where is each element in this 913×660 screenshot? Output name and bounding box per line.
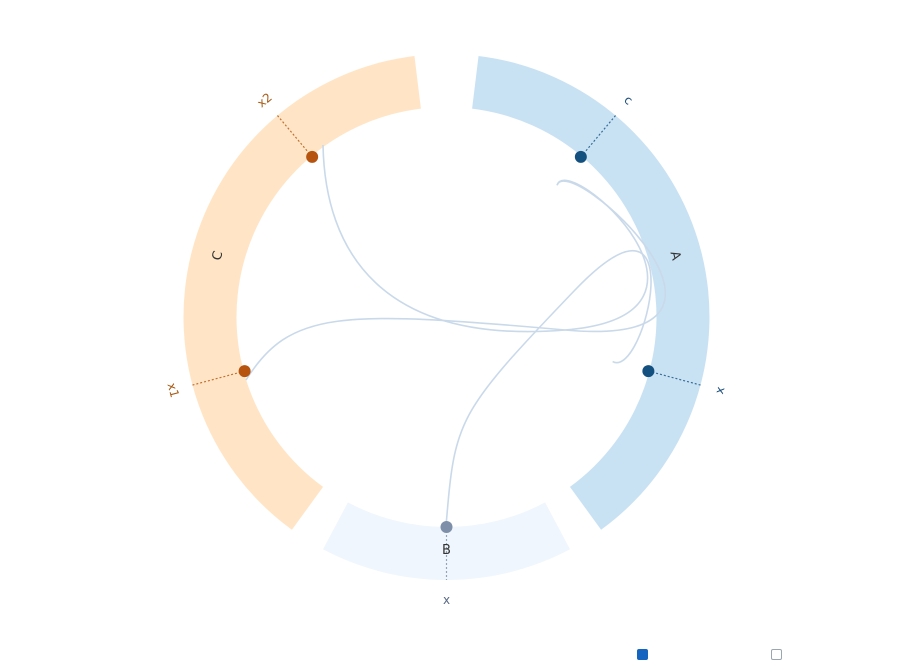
- port-dot-b-x[interactable]: [440, 521, 453, 533]
- legend-checkbox-unchecked[interactable]: [771, 649, 782, 660]
- segment-label-a: A: [667, 250, 684, 263]
- port-ticks: [192, 115, 701, 580]
- group-arcs: [183, 55, 710, 581]
- port-dot-c-x2[interactable]: [306, 150, 319, 163]
- port-dot-a-x[interactable]: [642, 365, 655, 378]
- legend-checkbox-checked[interactable]: [637, 649, 648, 660]
- port-label-a-x: x: [712, 385, 727, 395]
- port-tick-a-x: [648, 370, 701, 386]
- port-label-c-x2: x2: [254, 90, 274, 110]
- arc-b[interactable]: [323, 502, 570, 581]
- port-dot-a-c[interactable]: [574, 150, 587, 163]
- labels-layer: A B Cc x x x1 x2: [164, 90, 727, 607]
- port-tick-c-x2: [276, 115, 313, 158]
- arc-a[interactable]: [472, 55, 710, 530]
- segment-label-b: B: [442, 543, 451, 558]
- link-1[interactable]: [245, 180, 667, 381]
- port-label-b-x: x: [443, 593, 450, 607]
- port-label-a-c: c: [621, 93, 635, 108]
- segment-label-c: C: [210, 249, 227, 262]
- port-label-c-x1: x1: [164, 381, 181, 399]
- link-2[interactable]: [445, 250, 652, 527]
- links-layer: [245, 144, 667, 527]
- port-tick-a-c: [580, 115, 617, 158]
- link-0[interactable]: [322, 144, 649, 333]
- arc-c[interactable]: [183, 55, 421, 530]
- port-dots: [238, 150, 655, 533]
- port-dot-c-x1[interactable]: [238, 365, 251, 378]
- port-tick-c-x1: [192, 370, 245, 386]
